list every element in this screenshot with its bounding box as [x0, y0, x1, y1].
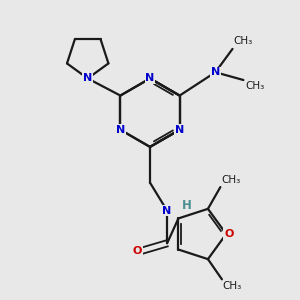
- Text: CH₃: CH₃: [233, 36, 252, 46]
- Text: CH₃: CH₃: [245, 81, 264, 91]
- Text: N: N: [116, 125, 125, 135]
- Text: CH₃: CH₃: [221, 175, 240, 184]
- Text: N: N: [211, 67, 220, 77]
- Text: H: H: [182, 199, 192, 212]
- Text: N: N: [146, 74, 154, 83]
- Text: N: N: [83, 74, 92, 83]
- Text: N: N: [175, 125, 184, 135]
- Text: N: N: [163, 206, 172, 216]
- Text: O: O: [133, 246, 142, 256]
- Text: CH₃: CH₃: [223, 281, 242, 291]
- Text: O: O: [224, 229, 233, 239]
